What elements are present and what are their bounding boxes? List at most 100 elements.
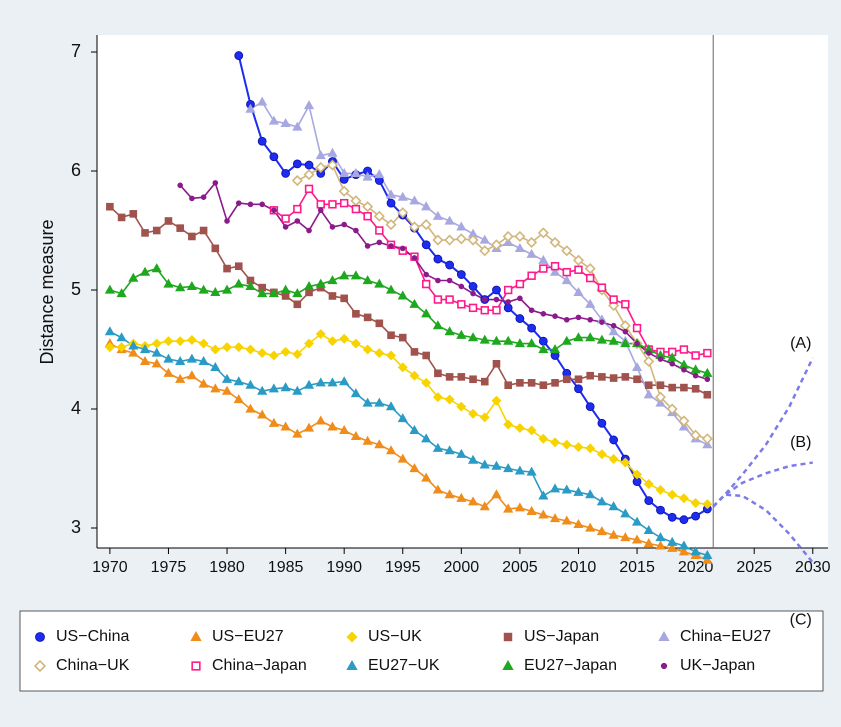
projection-label: (A) xyxy=(790,335,811,352)
marker xyxy=(362,171,373,181)
x-tick-label: 1980 xyxy=(209,559,245,576)
marker xyxy=(421,201,432,211)
marker xyxy=(338,185,350,197)
marker xyxy=(317,207,324,214)
marker xyxy=(561,245,573,257)
legend-label: UK−Japan xyxy=(680,657,755,674)
marker xyxy=(398,333,407,342)
marker xyxy=(691,351,700,360)
marker xyxy=(175,282,186,292)
marker xyxy=(479,245,491,257)
marker xyxy=(702,549,713,559)
y-tick-label: 7 xyxy=(71,41,81,61)
marker xyxy=(631,534,643,544)
marker xyxy=(468,408,479,419)
legend-marker xyxy=(191,661,201,671)
legend-label: US−UK xyxy=(368,628,422,645)
marker xyxy=(621,373,630,381)
marker xyxy=(575,314,582,321)
marker xyxy=(257,96,268,106)
marker xyxy=(245,379,256,389)
marker xyxy=(561,515,572,525)
marker xyxy=(268,350,279,361)
marker xyxy=(186,281,197,291)
x-tick-label: 2015 xyxy=(619,559,655,576)
marker xyxy=(362,397,373,407)
marker xyxy=(269,152,279,162)
marker xyxy=(198,378,209,388)
marker xyxy=(432,210,443,220)
marker xyxy=(388,243,394,249)
marker xyxy=(444,394,455,405)
marker xyxy=(420,219,432,231)
marker xyxy=(223,264,231,273)
marker xyxy=(364,243,371,249)
marker xyxy=(596,526,607,536)
marker xyxy=(537,227,549,239)
marker xyxy=(139,266,151,276)
marker xyxy=(574,384,583,394)
marker xyxy=(585,443,596,454)
marker xyxy=(690,546,701,556)
marker xyxy=(423,271,429,278)
marker xyxy=(573,486,584,496)
marker xyxy=(303,100,315,110)
marker xyxy=(552,313,558,319)
marker xyxy=(599,319,605,325)
marker xyxy=(538,433,549,444)
marker xyxy=(667,536,678,546)
marker xyxy=(608,454,619,464)
marker xyxy=(550,437,561,448)
marker xyxy=(397,413,408,423)
marker xyxy=(643,479,654,489)
marker xyxy=(374,169,385,179)
marker xyxy=(502,230,514,242)
marker xyxy=(538,254,549,264)
marker xyxy=(678,540,689,550)
marker xyxy=(245,403,256,413)
marker xyxy=(375,319,384,328)
marker xyxy=(539,381,548,390)
marker xyxy=(561,335,572,345)
marker xyxy=(198,355,209,366)
marker xyxy=(385,189,397,199)
marker xyxy=(515,314,525,323)
marker xyxy=(397,453,408,463)
marker xyxy=(620,338,631,348)
marker xyxy=(480,306,489,315)
marker xyxy=(505,299,511,305)
marker xyxy=(326,159,338,171)
marker xyxy=(327,377,338,387)
marker xyxy=(669,360,675,367)
marker xyxy=(397,207,409,219)
marker xyxy=(540,311,547,317)
marker xyxy=(444,215,455,225)
marker xyxy=(327,275,338,285)
marker xyxy=(221,373,233,383)
marker xyxy=(526,338,537,348)
marker xyxy=(549,266,561,276)
marker xyxy=(210,383,221,393)
marker xyxy=(551,379,559,387)
legend-marker xyxy=(35,632,45,642)
marker xyxy=(585,332,596,342)
marker xyxy=(446,277,453,284)
legend-label: US−EU27 xyxy=(212,628,284,645)
marker xyxy=(350,388,361,398)
marker xyxy=(385,219,397,231)
marker xyxy=(526,466,537,476)
marker xyxy=(492,359,501,368)
marker xyxy=(470,290,476,297)
marker xyxy=(597,418,607,428)
marker xyxy=(397,290,408,300)
marker xyxy=(373,210,385,222)
marker xyxy=(177,182,183,189)
marker xyxy=(573,332,584,342)
x-tick-label: 2000 xyxy=(444,559,480,576)
marker xyxy=(526,236,538,248)
marker xyxy=(116,288,127,298)
marker xyxy=(655,532,666,542)
marker xyxy=(456,270,466,279)
marker xyxy=(353,227,359,234)
marker xyxy=(341,221,347,228)
